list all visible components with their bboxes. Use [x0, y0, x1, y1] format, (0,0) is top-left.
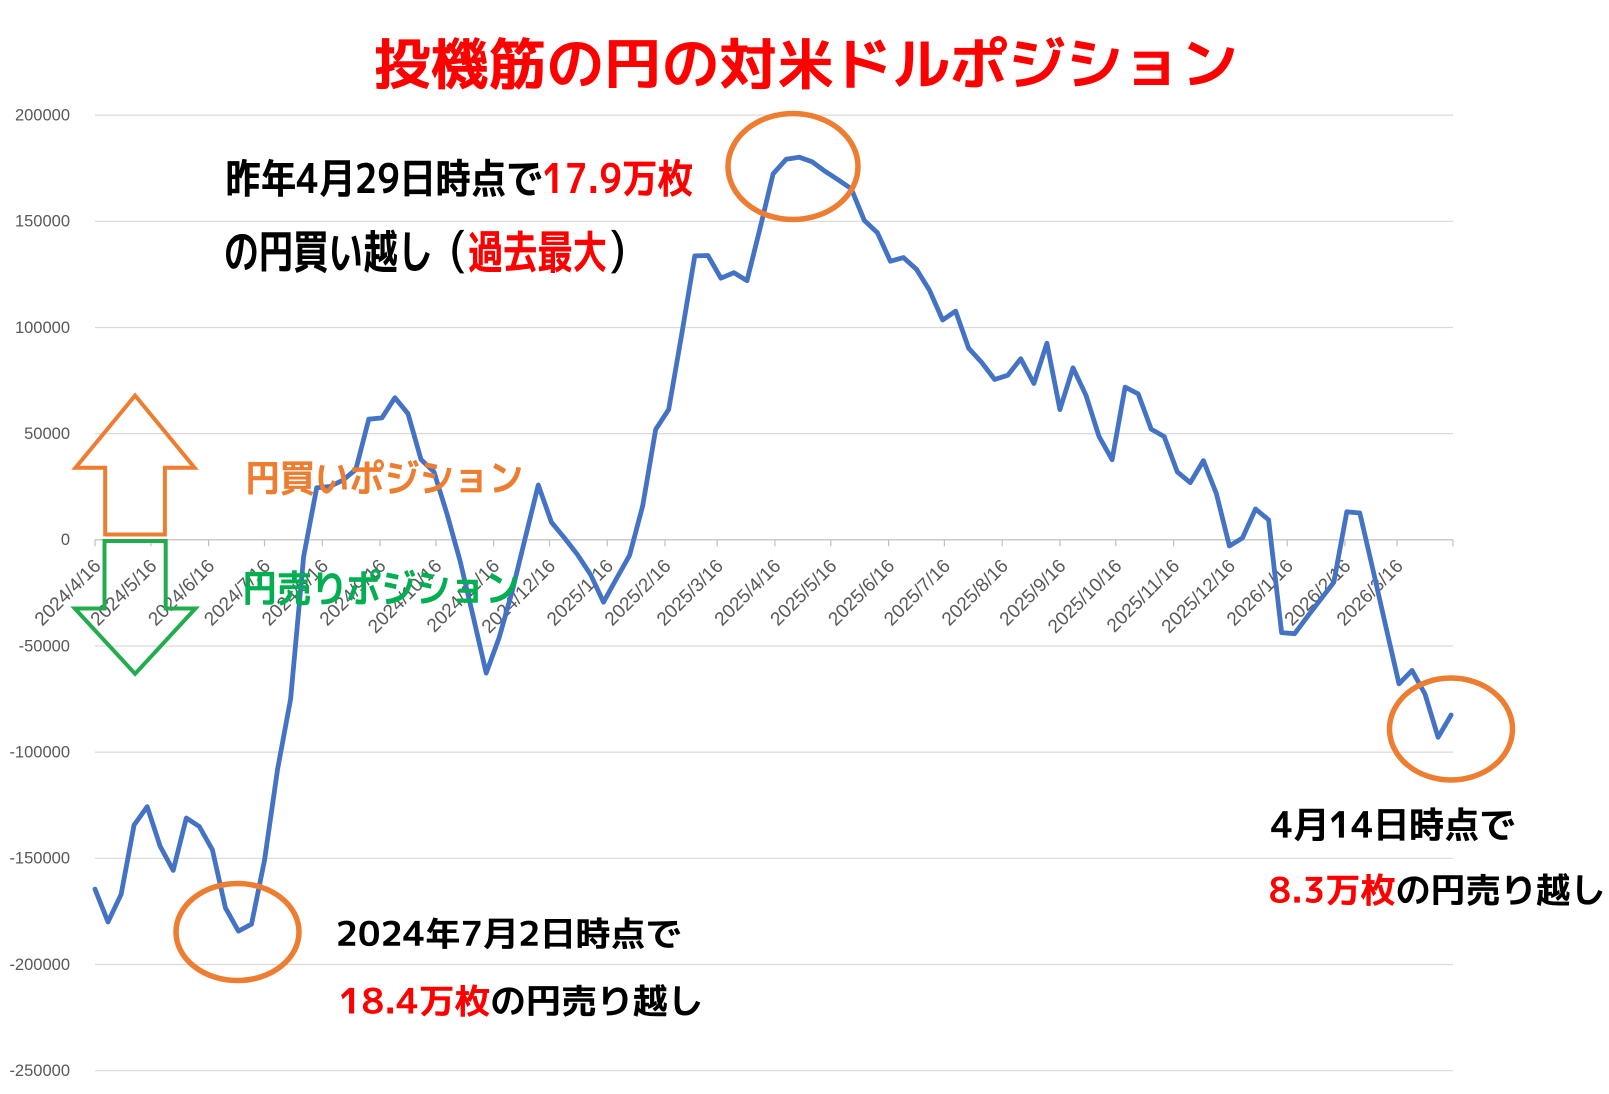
svg-text:100000: 100000	[15, 319, 70, 337]
svg-text:200000: 200000	[15, 106, 70, 124]
svg-text:-250000: -250000	[9, 1062, 70, 1080]
svg-text:150000: 150000	[15, 213, 70, 231]
svg-text:50000: 50000	[24, 425, 70, 443]
svg-text:-150000: -150000	[9, 850, 70, 868]
svg-text:-50000: -50000	[19, 637, 70, 655]
svg-text:0: 0	[61, 531, 70, 549]
svg-text:-100000: -100000	[9, 743, 70, 761]
svg-text:-200000: -200000	[9, 956, 70, 974]
